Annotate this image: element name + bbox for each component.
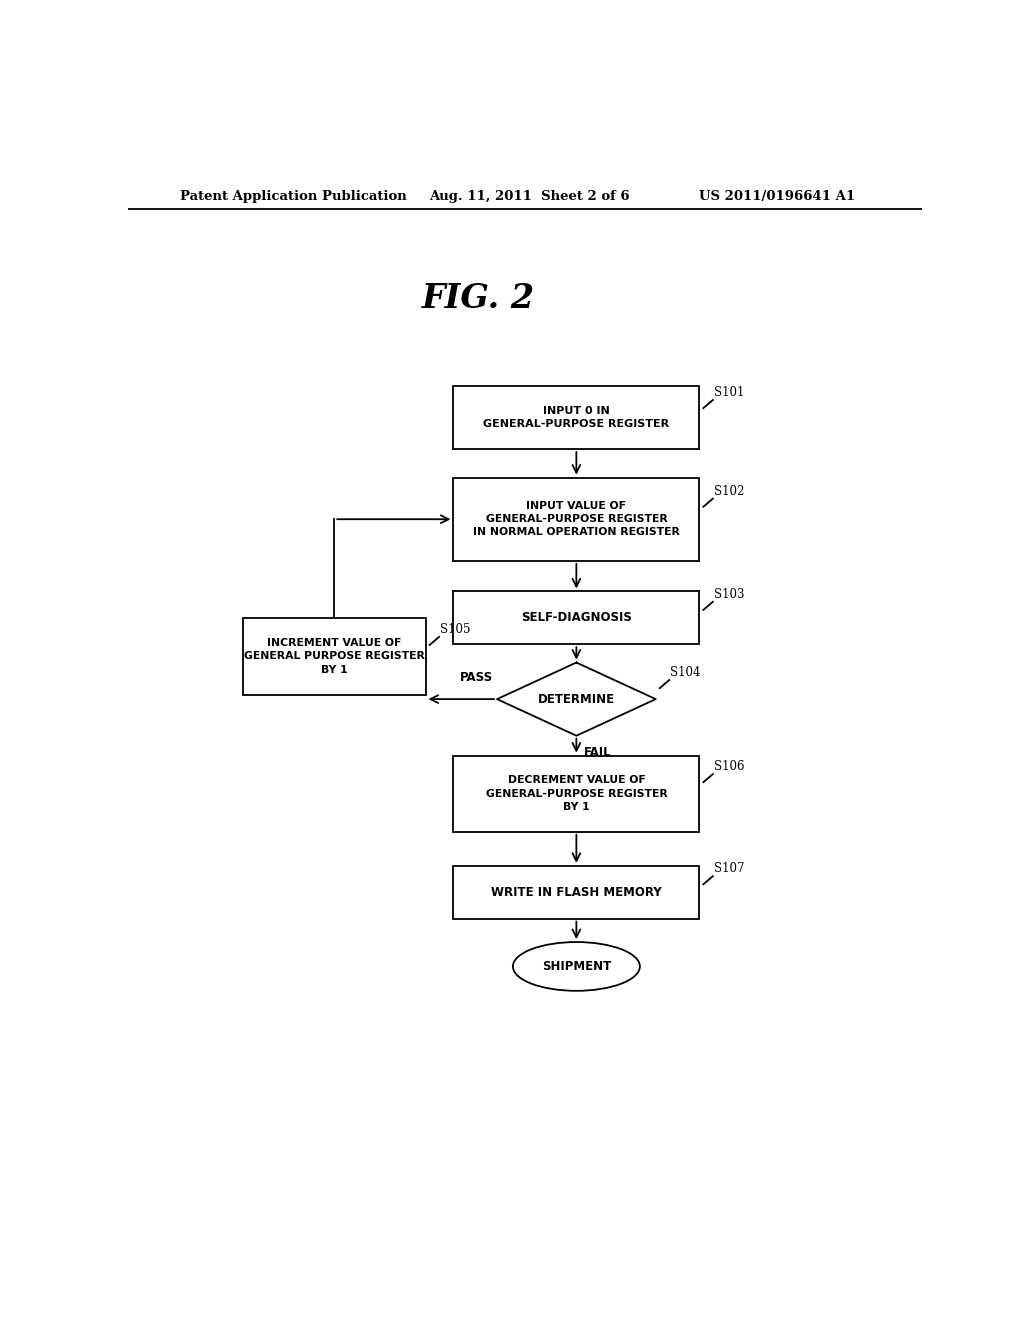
Text: S106: S106: [714, 760, 744, 774]
Text: FIG. 2: FIG. 2: [422, 282, 535, 315]
Text: S101: S101: [714, 385, 744, 399]
Ellipse shape: [513, 942, 640, 991]
Text: INPUT 0 IN
GENERAL-PURPOSE REGISTER: INPUT 0 IN GENERAL-PURPOSE REGISTER: [483, 407, 670, 429]
Text: Aug. 11, 2011  Sheet 2 of 6: Aug. 11, 2011 Sheet 2 of 6: [430, 190, 630, 202]
Text: S103: S103: [714, 587, 744, 601]
Text: Patent Application Publication: Patent Application Publication: [179, 190, 407, 202]
Text: INPUT VALUE OF
GENERAL-PURPOSE REGISTER
IN NORMAL OPERATION REGISTER: INPUT VALUE OF GENERAL-PURPOSE REGISTER …: [473, 502, 680, 537]
Polygon shape: [497, 663, 655, 735]
FancyBboxPatch shape: [454, 385, 699, 449]
FancyBboxPatch shape: [243, 618, 426, 694]
Text: DETERMINE: DETERMINE: [538, 693, 615, 706]
Text: S105: S105: [440, 623, 470, 636]
Text: DECREMENT VALUE OF
GENERAL-PURPOSE REGISTER
BY 1: DECREMENT VALUE OF GENERAL-PURPOSE REGIS…: [485, 775, 668, 812]
Text: SHIPMENT: SHIPMENT: [542, 960, 611, 973]
FancyBboxPatch shape: [454, 591, 699, 644]
FancyBboxPatch shape: [454, 866, 699, 919]
FancyBboxPatch shape: [454, 478, 699, 561]
FancyBboxPatch shape: [454, 755, 699, 832]
Text: S104: S104: [670, 667, 700, 678]
Text: WRITE IN FLASH MEMORY: WRITE IN FLASH MEMORY: [492, 886, 662, 899]
Text: PASS: PASS: [460, 671, 494, 684]
Text: US 2011/0196641 A1: US 2011/0196641 A1: [699, 190, 855, 202]
Text: S107: S107: [714, 862, 744, 875]
Text: INCREMENT VALUE OF
GENERAL PURPOSE REGISTER
BY 1: INCREMENT VALUE OF GENERAL PURPOSE REGIS…: [244, 639, 425, 675]
Text: S102: S102: [714, 484, 744, 498]
Text: SELF-DIAGNOSIS: SELF-DIAGNOSIS: [521, 611, 632, 624]
Text: FAIL: FAIL: [585, 746, 612, 759]
